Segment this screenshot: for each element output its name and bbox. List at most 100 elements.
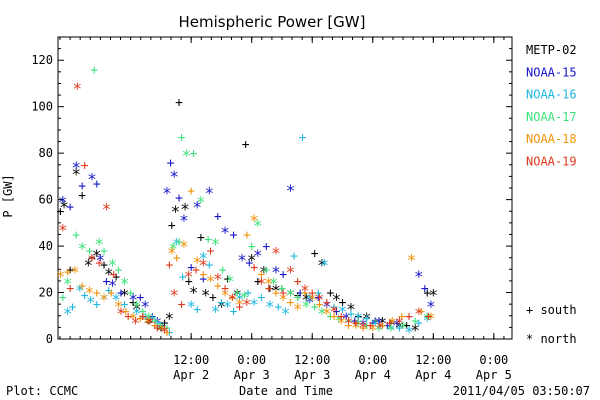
data-point-north: *	[334, 311, 344, 330]
data-point-south: +	[139, 305, 147, 320]
data-point-south: +	[161, 316, 169, 331]
data-point-south: +	[299, 130, 307, 145]
y-tick-label: 40	[39, 239, 53, 253]
data-point-south: +	[88, 251, 96, 266]
legend: METP-02 NOAA-15 NOAA-16 NOAA-17 NOAA-18 NOAA-…	[526, 43, 577, 346]
data-point-north: *	[120, 286, 130, 305]
series-metp-02: +*+*+*+*+*+* +*+*+*+*+*+*+*+*+ *+*+*+*+*+ *…	[57, 96, 439, 340]
data-point-north: *	[152, 313, 162, 332]
data-point-south: +	[151, 314, 159, 329]
data-point-north: *	[336, 313, 346, 332]
data-point-north: *	[132, 304, 142, 323]
data-point-south: +	[173, 251, 181, 266]
legend-item: METP-02	[526, 43, 577, 57]
x-tick-label-date: Apr 3	[234, 368, 270, 382]
data-point-north: *	[307, 290, 317, 309]
data-point-south: +	[371, 314, 379, 329]
data-point-north: *	[392, 316, 402, 335]
data-point-south: +	[301, 286, 309, 301]
data-point-south: +	[168, 219, 176, 234]
data-point-south: +	[262, 240, 270, 255]
data-point-north: *	[329, 302, 339, 321]
data-point-south: +	[316, 298, 324, 313]
data-point-south: +	[122, 305, 130, 320]
data-point-north: *	[87, 251, 97, 270]
data-point-south: +	[242, 137, 250, 152]
data-point-north: *	[322, 297, 332, 316]
data-point-south: +	[254, 274, 262, 289]
data-point-north: *	[223, 297, 233, 316]
data-point-north: *	[160, 323, 170, 342]
data-point-north: *	[206, 272, 216, 291]
data-point-north: *	[99, 290, 109, 309]
data-point-north: *	[265, 297, 275, 316]
legend-item: NOAA-18	[526, 132, 577, 146]
data-point-south: +	[379, 319, 387, 334]
data-point-south: +	[351, 314, 359, 329]
data-point-south: +	[139, 309, 147, 324]
data-point-north: *	[253, 246, 263, 265]
data-point-north: *	[398, 318, 408, 337]
data-point-south: +	[158, 319, 166, 334]
data-point-south: +	[296, 286, 304, 301]
data-point-north: *	[257, 274, 267, 293]
data-point-south: +	[95, 256, 103, 271]
data-point-south: +	[243, 228, 251, 243]
data-point-north: *	[422, 311, 432, 330]
data-point-south: +	[323, 295, 331, 310]
y-tick-label: 60	[39, 193, 53, 207]
data-point-north: *	[96, 251, 106, 270]
data-point-south: +	[221, 281, 229, 296]
data-point-south: +	[266, 281, 274, 296]
data-point-south: +	[294, 274, 302, 289]
x-tick-label-date: Apr 3	[294, 368, 330, 382]
data-point-north: *	[196, 193, 206, 212]
series-noaa-15: *+*+ *+*+* + *+*+*+*+*+*+*+*+* +*+ * +*+*+ * + * +…	[58, 156, 436, 335]
data-point-south: +	[149, 309, 157, 324]
data-point-south: +	[105, 284, 113, 299]
data-point-south: +	[333, 305, 341, 320]
data-point-south: +	[294, 288, 302, 303]
data-point-north: *	[169, 167, 179, 186]
data-point-north: *	[132, 297, 142, 316]
data-point-south: +	[199, 267, 207, 282]
data-point-north: *	[99, 290, 109, 309]
data-point-south: +	[387, 316, 395, 331]
data-point-south: +	[100, 258, 108, 273]
data-point-south: +	[64, 265, 72, 280]
data-point-south: +	[398, 309, 406, 324]
data-point-south: +	[366, 319, 374, 334]
data-point-north: *	[189, 283, 199, 302]
data-point-north: *	[58, 193, 68, 212]
data-point-north: *	[132, 299, 142, 318]
data-point-north: *	[59, 197, 69, 216]
data-point-north: *	[192, 253, 202, 272]
data-point-north: *	[77, 239, 87, 258]
data-point-north: *	[387, 313, 397, 332]
data-point-north: *	[386, 320, 396, 339]
data-point-north: *	[247, 251, 257, 270]
data-point-north: *	[362, 309, 372, 328]
data-point-north: *	[120, 274, 130, 293]
data-point-south: +	[359, 321, 367, 336]
series-noaa-17: +*+*++*+*+*+*+*+*+*++*+*+*+*+*+*+* + *+ * +*…	[59, 63, 432, 339]
data-point-north: *	[378, 313, 388, 332]
data-point-north: *	[428, 286, 438, 305]
data-point-south: +	[363, 312, 371, 327]
data-point-south: +	[294, 291, 302, 306]
data-point-north: *	[217, 297, 227, 316]
data-point-north: *	[407, 251, 417, 270]
x-tick-label-date: Apr 4	[415, 368, 451, 382]
data-point-north: *	[317, 304, 327, 323]
data-point-north: *	[410, 320, 420, 339]
data-point-south: +	[308, 286, 316, 301]
data-point-south: +	[228, 291, 236, 306]
data-point-south: +	[66, 263, 74, 278]
data-point-north: *	[211, 234, 221, 253]
legend-north: * north	[526, 332, 577, 346]
data-point-south: +	[423, 286, 431, 301]
data-point-south: +	[330, 300, 338, 315]
data-point-north: *	[94, 234, 104, 253]
x-tick-label-date: Apr 2	[173, 368, 209, 382]
